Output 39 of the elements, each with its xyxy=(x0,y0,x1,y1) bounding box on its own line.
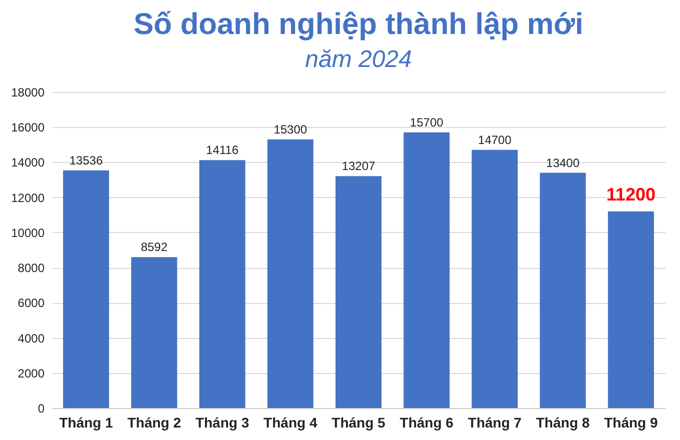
bar xyxy=(608,211,654,408)
x-tick-label: Tháng 2 xyxy=(127,414,182,430)
data-label: 13536 xyxy=(69,153,104,168)
data-label: 14700 xyxy=(478,132,512,147)
x-tick-label: Tháng 3 xyxy=(195,414,250,430)
y-tick-label: 16000 xyxy=(11,120,45,135)
y-tick-label: 6000 xyxy=(18,296,45,310)
bar xyxy=(404,132,450,408)
bar xyxy=(267,139,314,408)
bar xyxy=(336,176,382,408)
x-tick-label: Tháng 1 xyxy=(59,414,114,430)
data-label: 15300 xyxy=(274,122,308,136)
bar xyxy=(540,172,586,408)
data-label: 13400 xyxy=(546,156,580,170)
y-tick-label: 10000 xyxy=(11,226,45,240)
y-tick-label: 14000 xyxy=(11,156,45,170)
annotation: 11200 xyxy=(606,184,656,204)
chart-title: Số doanh nghiệp thành lập mới xyxy=(134,8,584,41)
y-tick-label: 18000 xyxy=(11,86,45,100)
y-tick-label: 12000 xyxy=(11,190,45,205)
data-label: 15700 xyxy=(410,115,444,130)
x-tick-label: Tháng 6 xyxy=(400,414,454,430)
bar xyxy=(472,150,518,408)
x-tick-label: Tháng 4 xyxy=(264,414,318,430)
chart-subtitle: năm 2024 xyxy=(305,46,412,73)
x-tick-label: Tháng 9 xyxy=(604,414,658,430)
y-tick-label: 8000 xyxy=(18,261,45,276)
data-label: 13207 xyxy=(342,159,376,174)
bar xyxy=(199,160,246,408)
x-tick-label: Tháng 8 xyxy=(536,414,590,430)
y-tick-label: 0 xyxy=(38,402,45,416)
x-tick-label: Tháng 5 xyxy=(332,414,386,430)
y-tick-label: 4000 xyxy=(18,331,45,346)
x-tick-label: Tháng 7 xyxy=(468,414,522,430)
bar xyxy=(63,170,110,408)
bar xyxy=(131,257,178,408)
data-label: 8592 xyxy=(140,240,168,254)
data-label: 14116 xyxy=(206,143,239,158)
y-tick-label: 2000 xyxy=(18,366,45,380)
